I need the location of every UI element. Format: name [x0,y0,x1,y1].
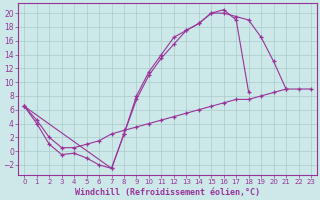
X-axis label: Windchill (Refroidissement éolien,°C): Windchill (Refroidissement éolien,°C) [75,188,260,197]
